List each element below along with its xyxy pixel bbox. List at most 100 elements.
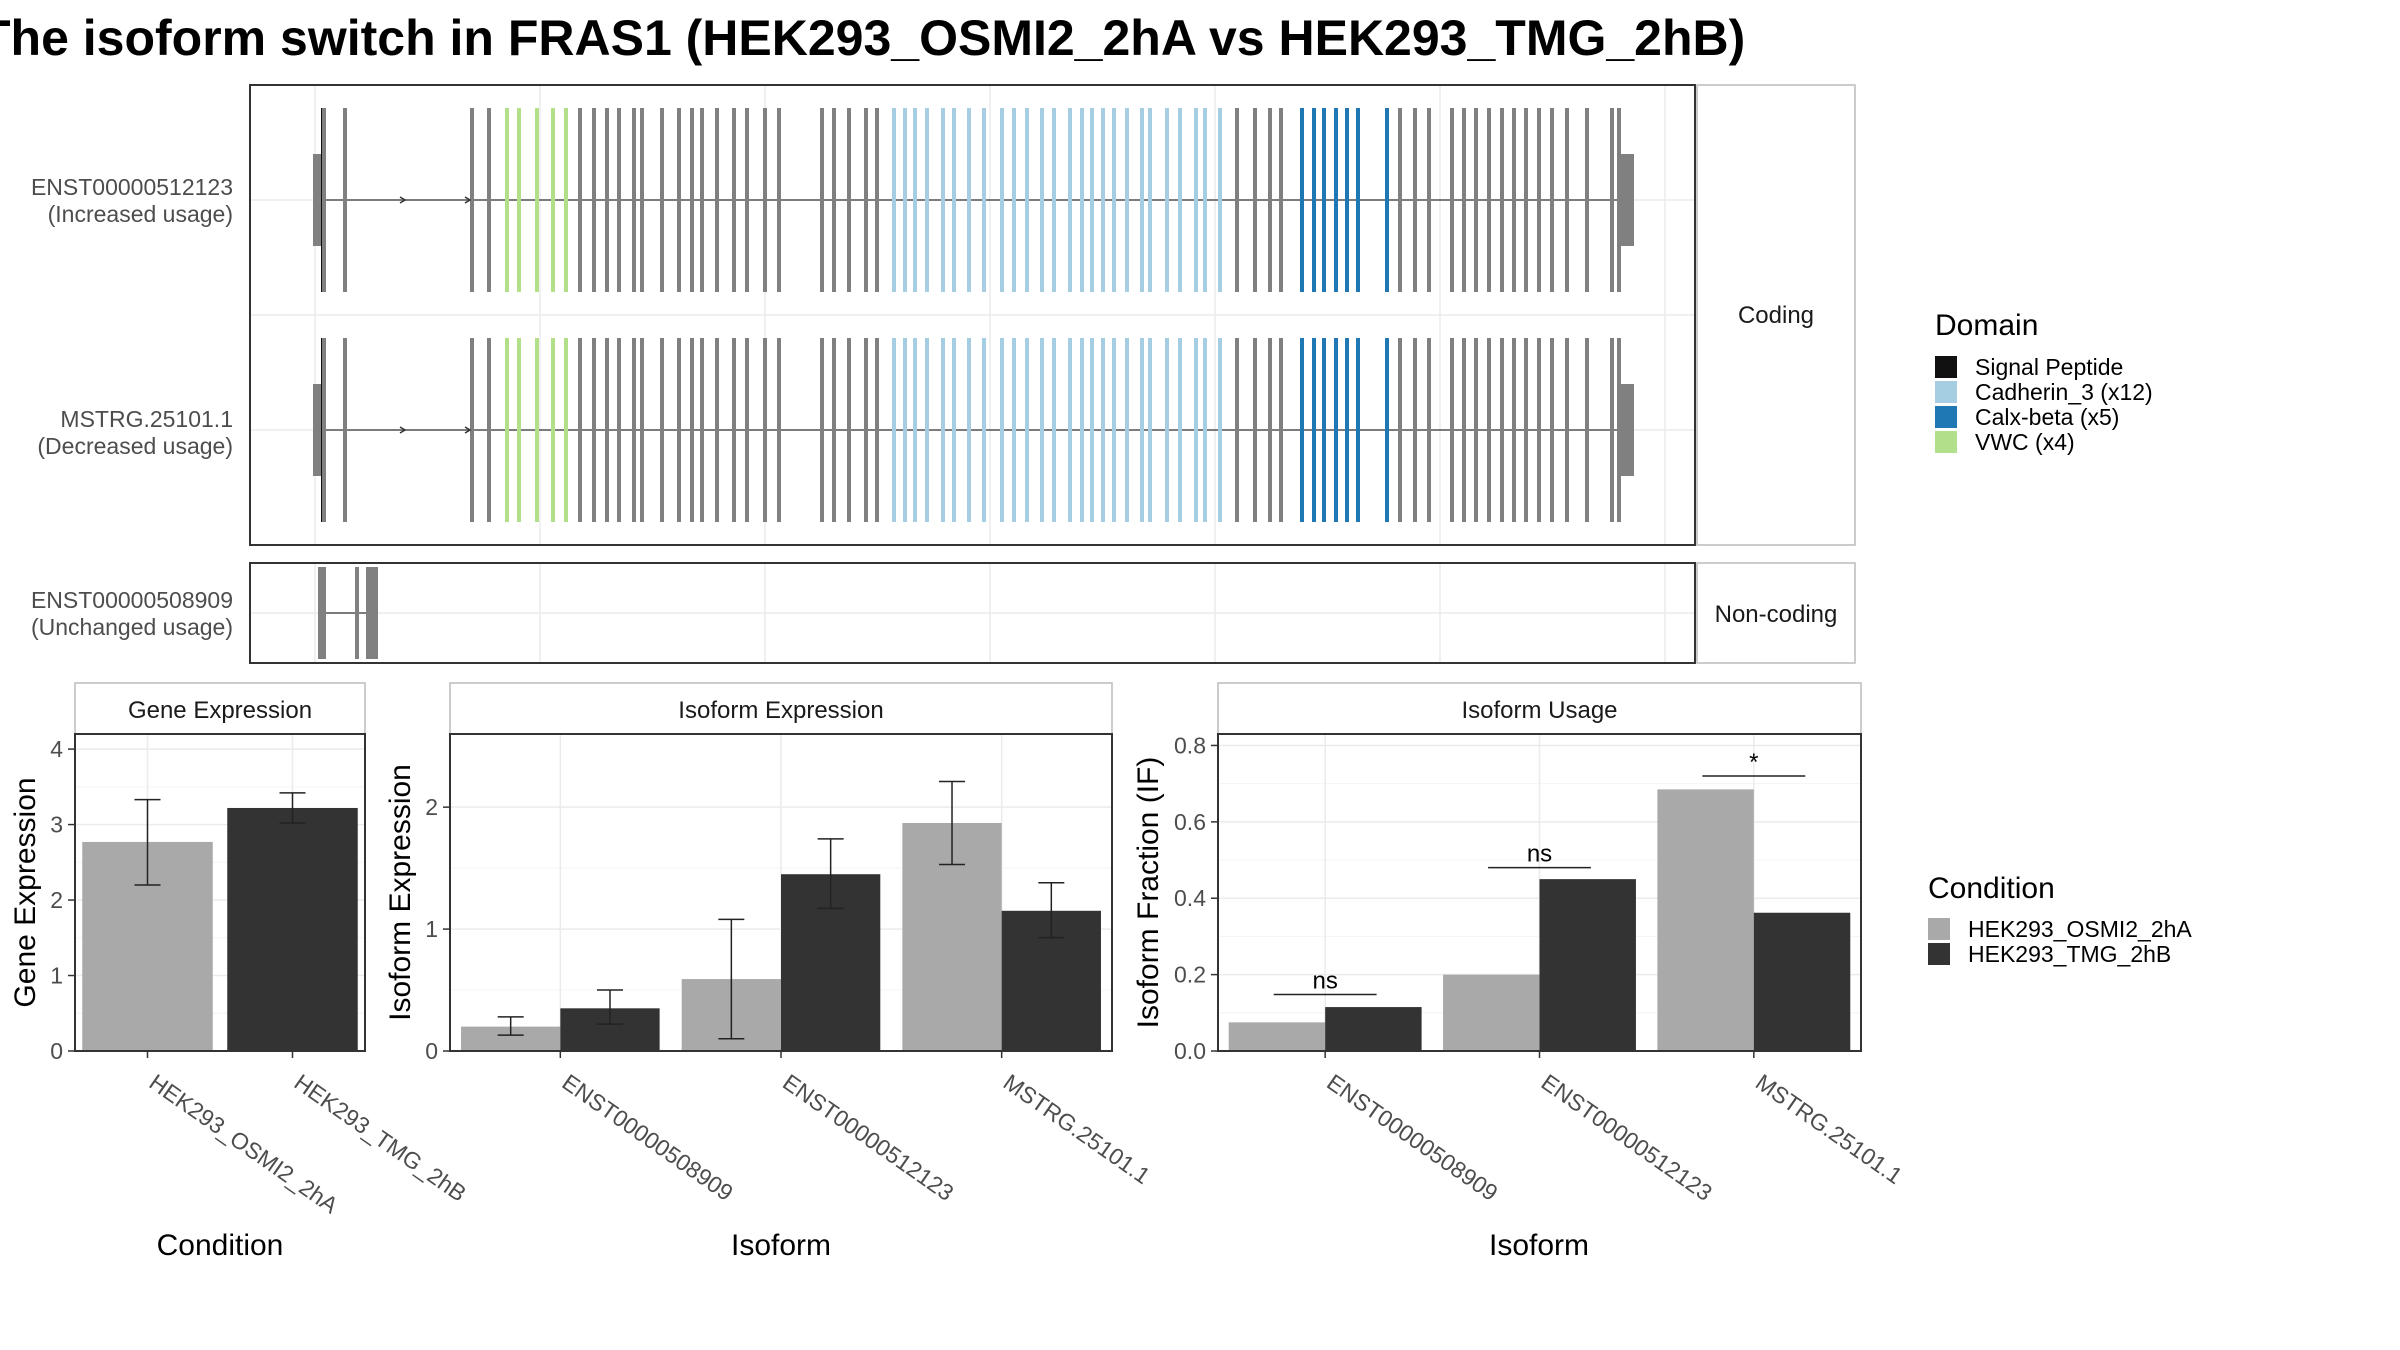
- significance-label: *: [1749, 749, 1758, 776]
- transcript-track-2: [313, 338, 1634, 522]
- exon: [1090, 338, 1094, 522]
- exon: [1279, 108, 1283, 292]
- exon: [1617, 338, 1621, 522]
- exon: [700, 108, 704, 292]
- exon: [1148, 338, 1152, 522]
- domain-legend-swatch: [1935, 356, 1957, 378]
- exon: [1487, 108, 1491, 292]
- condition-legend-swatch: [1928, 943, 1950, 965]
- exon: [777, 338, 781, 522]
- exon: [1345, 338, 1349, 522]
- x-tick-label: MSTRG.25101.1: [999, 1069, 1155, 1189]
- bar-HEK293_OSMI2_2hA-ENST00000508909: [1228, 1022, 1326, 1051]
- exon: [355, 567, 359, 659]
- exon: [1178, 338, 1182, 522]
- exon: [1000, 338, 1004, 522]
- exon: [535, 338, 539, 522]
- isoform-2-usage: (Decreased usage): [37, 433, 233, 459]
- isoform-usage-chart: Isoform Usage ns ns * 0.0 0.2 0.4 0.6 0.8 ENST000…: [1132, 682, 1907, 1262]
- exon: [640, 108, 644, 292]
- bar-HEK293_TMG_2hB-MSTRG.25101.1: [1753, 912, 1851, 1051]
- exon: [1356, 108, 1360, 292]
- exon: [1178, 108, 1182, 292]
- exon: [677, 108, 681, 292]
- panel-strip: [449, 682, 1113, 735]
- exon: [1345, 108, 1349, 292]
- exon: [322, 108, 326, 292]
- exon: [847, 108, 851, 292]
- exon: [1322, 338, 1326, 522]
- exon: [487, 338, 491, 522]
- exon: [1140, 108, 1144, 292]
- condition-legend-label: HEK293_TMG_2hB: [1968, 941, 2171, 967]
- exon: [551, 338, 555, 522]
- exon: [982, 108, 986, 292]
- noncoding-strip-label: Non-coding: [1715, 601, 1838, 628]
- exon: [1487, 338, 1491, 522]
- exon: [1012, 108, 1016, 292]
- exon: [564, 338, 568, 522]
- y-axis-label: Gene Expression: [9, 777, 42, 1007]
- domain-legend-swatch: [1935, 381, 1957, 403]
- strand-arrow: [399, 426, 407, 434]
- exon: [1112, 108, 1116, 292]
- exon: [1585, 108, 1589, 292]
- exon: [505, 338, 509, 522]
- exon: [1585, 338, 1589, 522]
- exon: [1101, 338, 1105, 522]
- exon: [1140, 338, 1144, 522]
- exon: [925, 338, 929, 522]
- panel-strip: [74, 682, 366, 735]
- exon: [470, 338, 474, 522]
- significance-label: ns: [1312, 967, 1337, 994]
- exon: [745, 108, 749, 292]
- y-tick-label: 4: [50, 736, 63, 762]
- exon: [763, 338, 767, 522]
- exon: [1550, 108, 1554, 292]
- exon: [1279, 338, 1283, 522]
- exon: [715, 108, 719, 292]
- exon: [1500, 338, 1504, 522]
- x-tick-label: MSTRG.25101.1: [1751, 1069, 1907, 1189]
- exon: [1080, 108, 1084, 292]
- exon: [967, 108, 971, 292]
- exon: [1474, 338, 1478, 522]
- exon: [1040, 338, 1044, 522]
- isoform-3-id: ENST00000508909: [31, 587, 233, 613]
- exon: [732, 108, 736, 292]
- y-axis-label: Isoform Fraction (IF): [1132, 757, 1165, 1029]
- x-tick-label: ENST00000512123: [1537, 1069, 1717, 1206]
- exon: [1052, 108, 1056, 292]
- y-tick-label: 2: [425, 794, 438, 820]
- exon: [732, 338, 736, 522]
- x-axis-label: Isoform: [1489, 1229, 1589, 1262]
- condition-legend-swatch: [1928, 918, 1950, 940]
- y-tick-label: 0.8: [1174, 732, 1206, 758]
- y-tick-label: 0.2: [1174, 962, 1206, 988]
- exon: [913, 338, 917, 522]
- exon: [617, 108, 621, 292]
- exon: [745, 338, 749, 522]
- strand-arrow: [399, 196, 407, 204]
- exon: [505, 108, 509, 292]
- exon: [1537, 108, 1541, 292]
- exon: [875, 108, 879, 292]
- exon: [820, 338, 824, 522]
- domain-legend-swatch: [1935, 431, 1957, 453]
- exon: [343, 338, 347, 522]
- exon: [660, 108, 664, 292]
- exon: [1148, 108, 1152, 292]
- exon: [660, 338, 664, 522]
- transcript-track-1: [313, 108, 1634, 292]
- domain-legend-swatch: [1935, 406, 1957, 428]
- exon: [847, 338, 851, 522]
- gene-expression-chart: Gene Expression01234HEK293_OSMI2_2hAHEK2…: [9, 682, 471, 1262]
- exon: [1450, 338, 1454, 522]
- exon: [1385, 338, 1389, 522]
- exon: [832, 338, 836, 522]
- panel-frame: [74, 733, 366, 1052]
- exon: [1203, 108, 1207, 292]
- exon: [1500, 108, 1504, 292]
